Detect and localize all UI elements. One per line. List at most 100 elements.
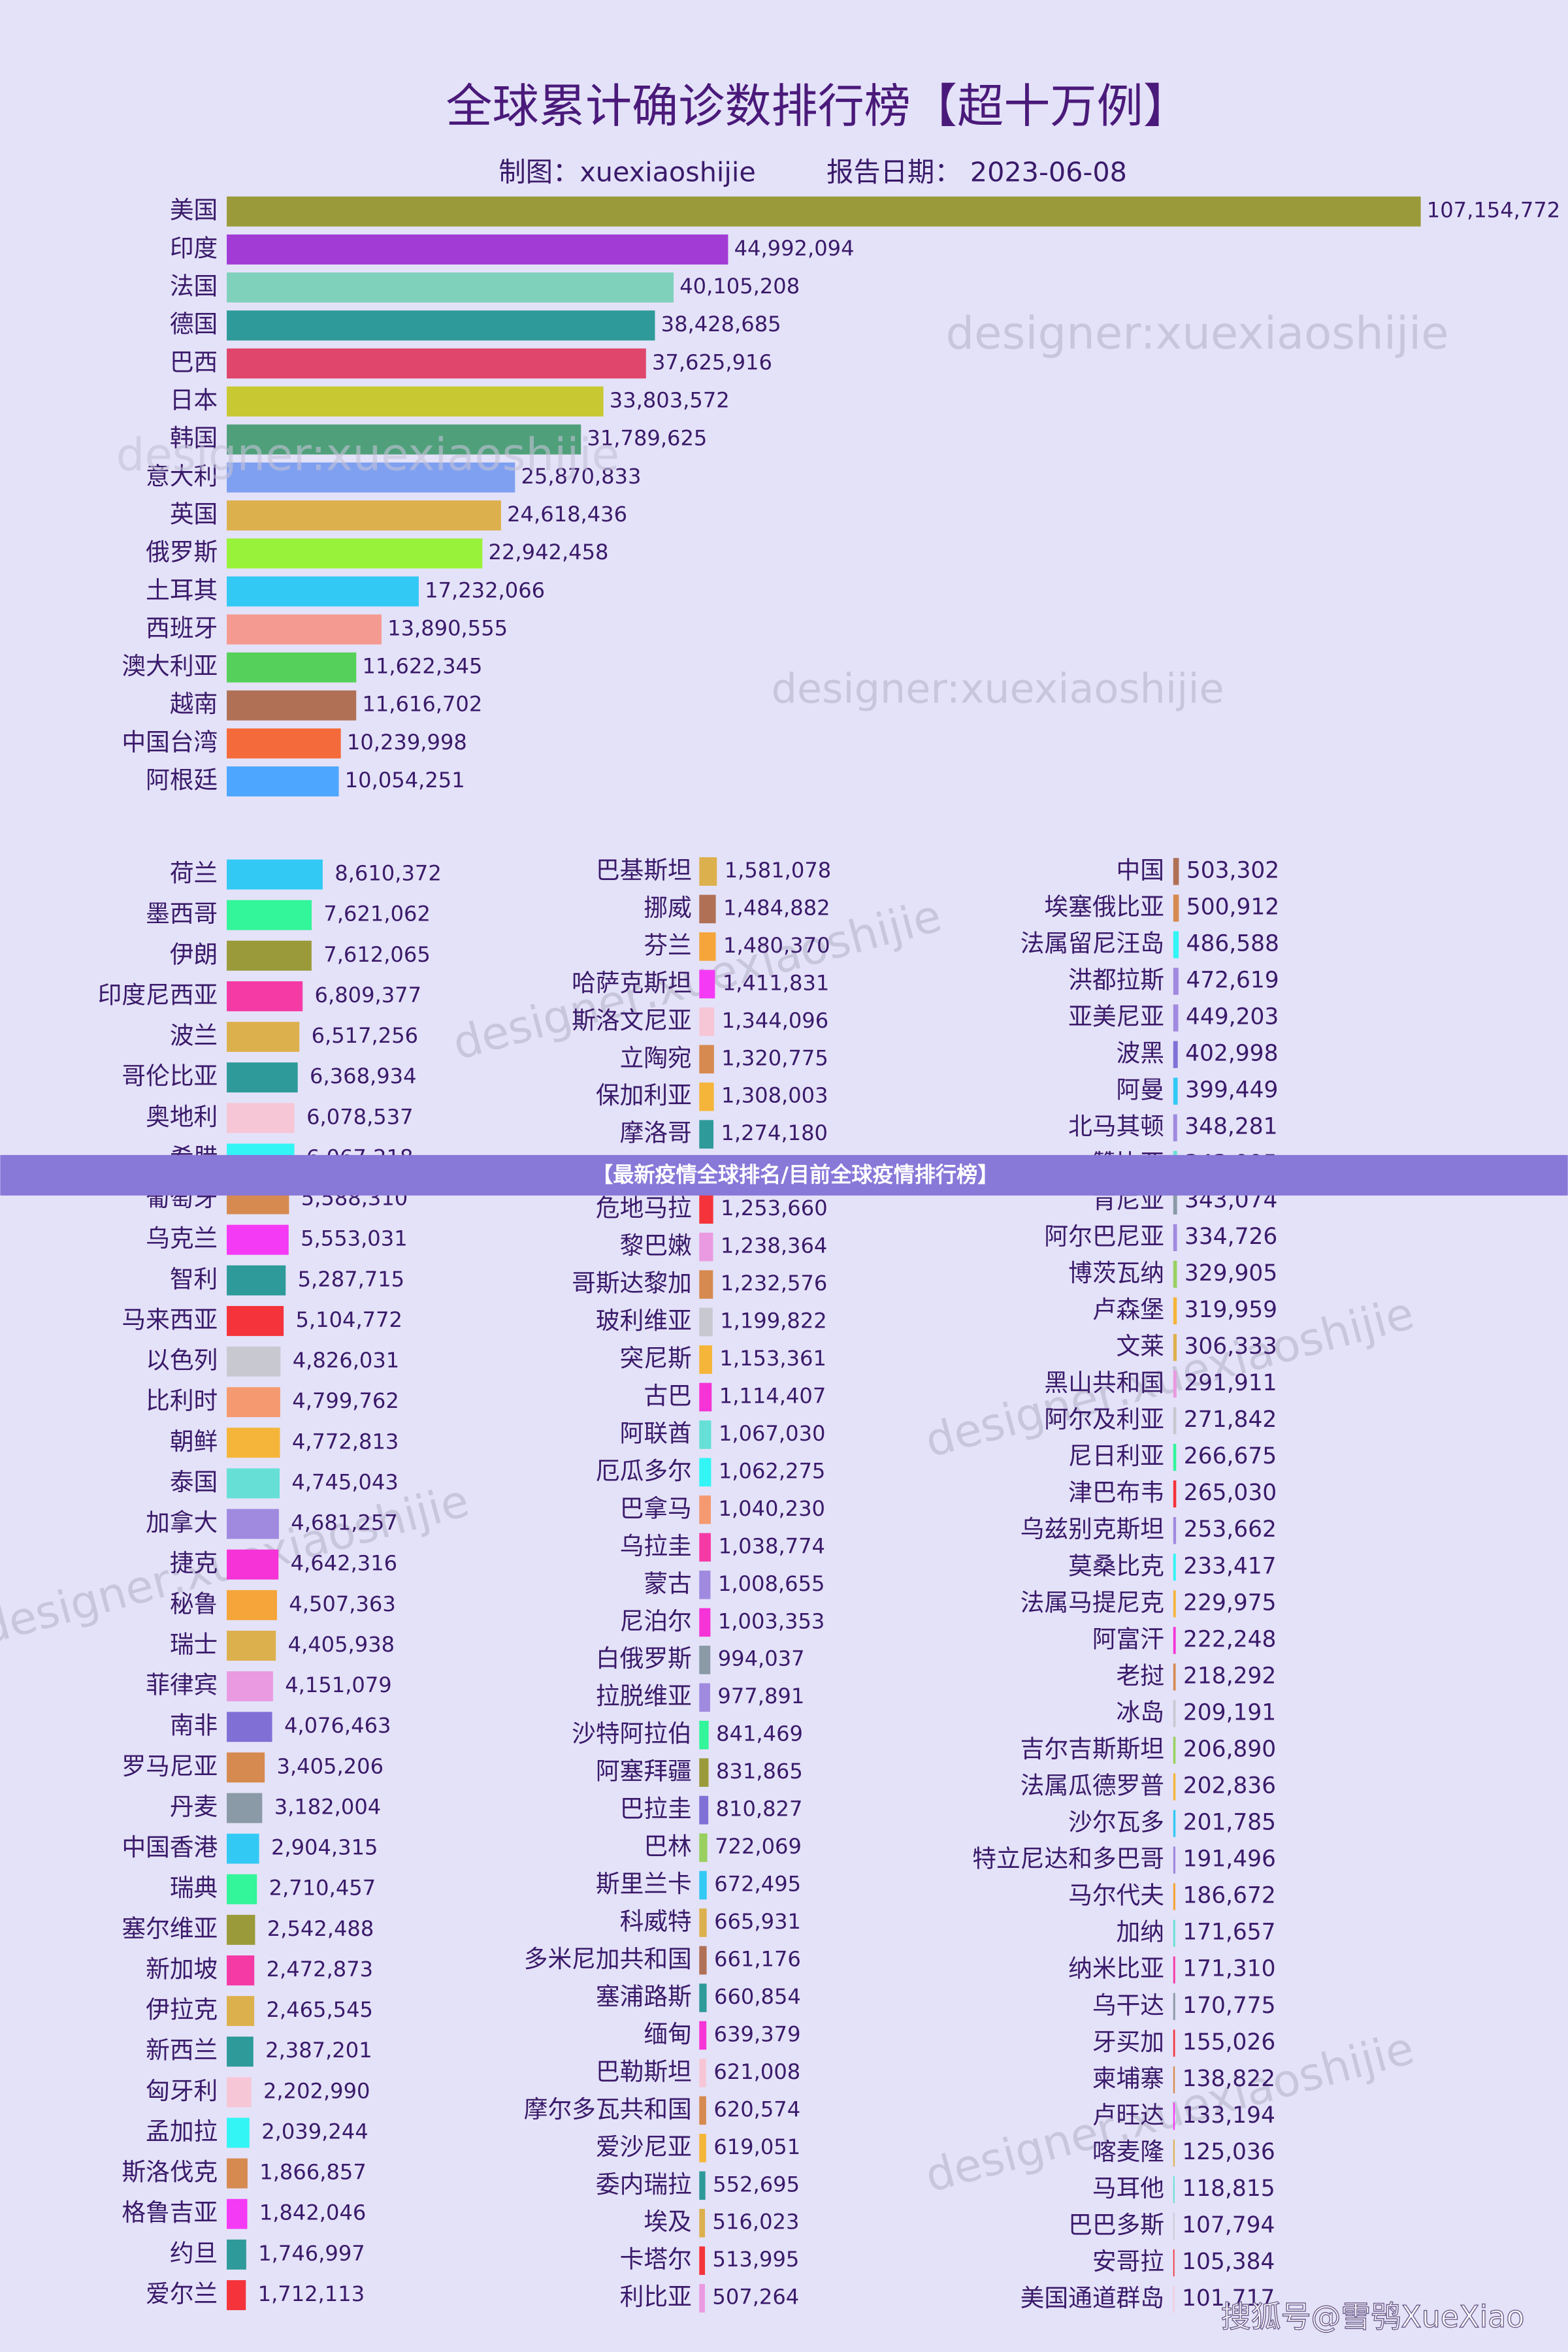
- value-label: 486,588: [1186, 931, 1279, 957]
- value-label: 7,612,065: [323, 942, 431, 967]
- bar: [1173, 2249, 1175, 2277]
- bar: [699, 2283, 705, 2313]
- value-label: 1,581,078: [725, 858, 831, 883]
- bar: [699, 1382, 712, 1412]
- value-label: 661,176: [714, 1946, 801, 1971]
- bar: [227, 1265, 286, 1296]
- bar: [699, 2059, 706, 2087]
- category-label: 澳大利亚: [122, 652, 218, 680]
- bar: [1173, 1663, 1176, 1691]
- bar: [1173, 2212, 1175, 2240]
- value-label: 513,995: [713, 2247, 800, 2272]
- category-label: 科威特: [620, 1907, 692, 1935]
- value-label: 4,076,463: [284, 1713, 391, 1738]
- bar: [1173, 1846, 1176, 1874]
- bar: [227, 1630, 276, 1661]
- value-label: 672,495: [714, 1872, 801, 1897]
- value-label: 218,292: [1183, 1663, 1276, 1689]
- banner: 【最新疫情全球排名/目前全球疫情排行榜】: [592, 1162, 998, 1187]
- category-label: 匈牙利: [146, 2077, 218, 2105]
- bar: [699, 2246, 706, 2276]
- category-label: 多米尼加共和国: [524, 1945, 692, 1973]
- value-label: 24,618,436: [507, 502, 627, 527]
- bar: [227, 1103, 295, 1134]
- bar: [699, 1795, 709, 1825]
- category-label: 奥地利: [146, 1103, 218, 1131]
- watermark: designer:xuexiaoshijie: [945, 307, 1448, 359]
- value-label: 402,998: [1185, 1041, 1278, 1067]
- category-label: 利比亚: [620, 2283, 692, 2311]
- value-label: 107,794: [1182, 2212, 1275, 2238]
- bar: [227, 1874, 257, 1904]
- value-label: 1,008,655: [718, 1571, 825, 1596]
- category-label: 挪威: [644, 894, 691, 922]
- value-label: 2,472,873: [267, 1957, 373, 1982]
- bars: 美国 107,154,772 印度 44,992,094 法国 40,105,208 德国 3…: [98, 196, 1560, 2313]
- bar: [1173, 1443, 1177, 1471]
- source: 搜狐号@雪鸮XueXiao: [1221, 2299, 1525, 2334]
- category-label: 乌克兰: [146, 1224, 218, 1252]
- bar: [1173, 931, 1179, 958]
- value-label: 831,865: [716, 1759, 803, 1784]
- bar: [699, 1570, 711, 1599]
- value-label: 994,037: [718, 1646, 805, 1671]
- category-label: 阿尔巴尼亚: [1044, 1222, 1164, 1250]
- value-label: 5,287,715: [298, 1267, 404, 1292]
- value-label: 118,815: [1182, 2176, 1275, 2202]
- category-label: 新西兰: [146, 2036, 218, 2065]
- category-label: 比利时: [146, 1387, 218, 1415]
- bar: [227, 2198, 248, 2229]
- category-label: 白俄罗斯: [596, 1644, 692, 1673]
- value-label: 271,842: [1184, 1407, 1277, 1433]
- bar: [227, 1914, 255, 1945]
- bar: [227, 1062, 298, 1093]
- category-label: 危地马拉: [596, 1194, 692, 1222]
- category-label: 柬埔寨: [1092, 2065, 1164, 2093]
- category-label: 波兰: [170, 1022, 218, 1050]
- category-label: 法属留尼汪岛: [1021, 930, 1164, 958]
- value-label: 621,008: [713, 2059, 800, 2084]
- value-label: 4,772,813: [292, 1429, 399, 1454]
- bar: [227, 690, 357, 721]
- bar: [227, 462, 515, 493]
- bar: [227, 386, 604, 417]
- value-label: 810,827: [716, 1797, 803, 1821]
- category-label: 美国: [170, 196, 218, 224]
- bar: [1173, 1333, 1177, 1362]
- value-label: 10,054,251: [345, 768, 465, 792]
- value-label: 13,890,555: [387, 615, 508, 640]
- bar: [227, 576, 419, 607]
- value-label: 306,333: [1184, 1333, 1277, 1360]
- bar: [1173, 2285, 1175, 2313]
- value-label: 2,202,990: [263, 2078, 370, 2103]
- value-label: 155,026: [1183, 2029, 1275, 2055]
- category-label: 法国: [170, 272, 218, 301]
- category-label: 波黑: [1117, 1039, 1164, 1068]
- value-label: 4,507,363: [289, 1592, 395, 1616]
- value-label: 4,642,316: [291, 1551, 398, 1576]
- bar: [227, 1793, 263, 1823]
- bar: [699, 1495, 711, 1524]
- category-label: 摩洛哥: [620, 1119, 692, 1147]
- bar: [699, 970, 715, 999]
- category-label: 哥伦比亚: [122, 1062, 218, 1090]
- value-label: 1,320,775: [721, 1045, 828, 1070]
- category-label: 阿富汗: [1092, 1625, 1164, 1653]
- value-label: 44,992,094: [734, 236, 855, 261]
- value-label: 1,712,113: [258, 2281, 365, 2306]
- value-label: 3,182,004: [274, 1794, 382, 1819]
- value-label: 319,959: [1184, 1297, 1277, 1323]
- category-label: 约旦: [170, 2239, 218, 2267]
- value-label: 4,405,938: [288, 1632, 395, 1657]
- category-label: 斯洛伐克: [122, 2158, 218, 2186]
- bar: [227, 940, 312, 971]
- category-label: 乌干达: [1092, 1991, 1164, 2019]
- bar: [699, 1908, 707, 1937]
- category-label: 伊朗: [170, 940, 218, 968]
- value-label: 138,822: [1183, 2066, 1275, 2092]
- category-label: 尼泊尔: [620, 1607, 692, 1635]
- bar: [1173, 2176, 1175, 2204]
- bar: [227, 310, 655, 341]
- value-label: 1,866,857: [259, 2160, 367, 2185]
